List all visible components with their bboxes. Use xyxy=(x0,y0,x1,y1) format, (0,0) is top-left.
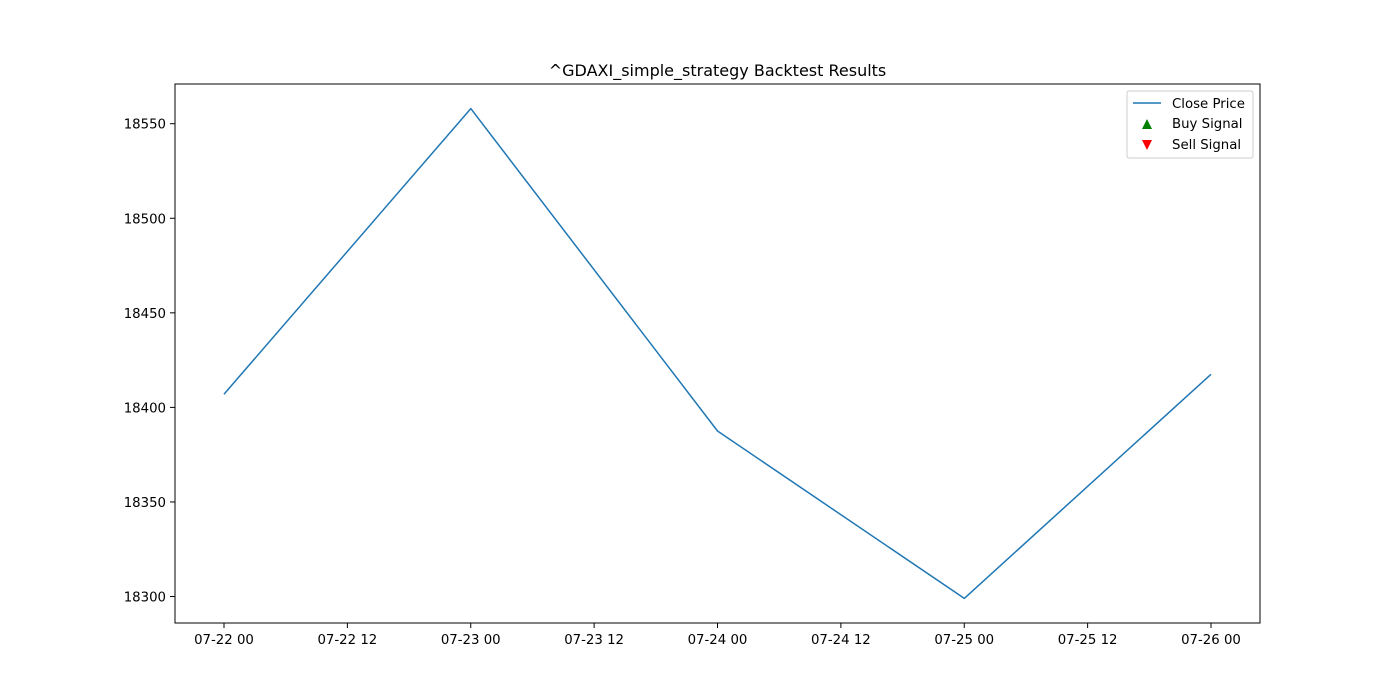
plot-frame xyxy=(174,83,1261,624)
x-tick-label: 07-25 12 xyxy=(1058,633,1118,648)
legend-buy-signal-label: Buy Signal xyxy=(1172,117,1243,132)
series-layer xyxy=(223,107,1212,600)
legend-box xyxy=(1126,90,1254,159)
y-tick-label: 18400 xyxy=(124,401,166,416)
y-tick-label: 18450 xyxy=(124,307,166,322)
chart-title: ^GDAXI_simple_strategy Backtest Results xyxy=(549,61,887,81)
x-tick-label: 07-24 00 xyxy=(688,633,748,648)
x-tick-label: 07-24 12 xyxy=(811,633,871,648)
legend: Close Price Buy Signal Sell Signal xyxy=(1126,90,1254,159)
x-tick-label: 07-22 12 xyxy=(317,633,377,648)
y-tick-label: 18550 xyxy=(124,118,166,133)
y-tick-label: 18300 xyxy=(124,591,166,606)
x-tick-label: 07-22 00 xyxy=(194,633,254,648)
legend-sell-signal-icon xyxy=(1142,140,1152,150)
x-tick-label: 07-25 00 xyxy=(934,633,994,648)
x-tick-label: 07-23 12 xyxy=(564,633,624,648)
y-axis: 18300 18350 18400 18450 18500 18550 xyxy=(124,118,175,606)
x-axis: 07-22 00 07-22 12 07-23 00 07-23 12 07-24 00… xyxy=(194,623,1241,648)
legend-buy-signal-icon xyxy=(1142,119,1152,129)
x-tick-label: 07-23 00 xyxy=(441,633,501,648)
y-tick-label: 18500 xyxy=(124,212,166,227)
y-tick-label: 18350 xyxy=(124,496,166,511)
series-line-close-price xyxy=(223,107,1212,600)
legend-sell-signal-label: Sell Signal xyxy=(1172,138,1241,153)
x-tick-label: 07-26 00 xyxy=(1181,633,1241,648)
legend-close-price-label: Close Price xyxy=(1172,97,1245,112)
